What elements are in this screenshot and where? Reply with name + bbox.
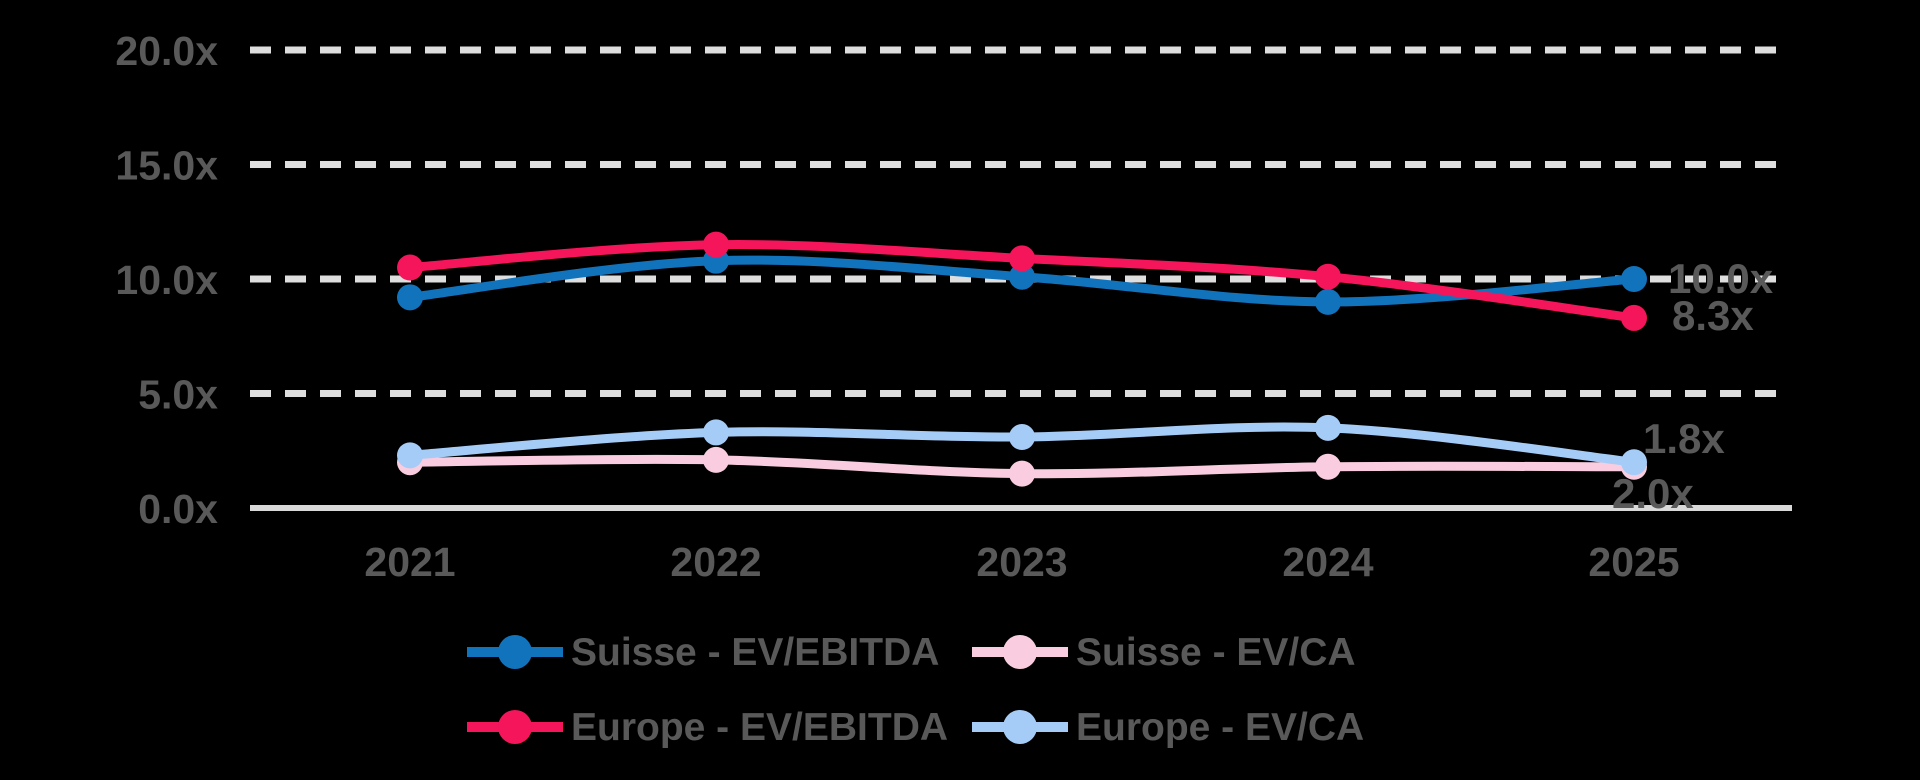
legend-label-europe-ev-ca: Europe - EV/CA [1076, 706, 1364, 749]
y-tick-label: 20.0x [115, 28, 218, 74]
data-point-europe-ev-ebitda-2021 [397, 254, 423, 281]
data-point-europe-ev-ca-2022 [703, 419, 729, 446]
x-tick-label-2023: 2023 [976, 539, 1067, 585]
data-point-suisse-ev-ebitda-2021 [397, 284, 423, 311]
y-tick-label: 10.0x [115, 257, 218, 303]
x-tick-label-2021: 2021 [364, 539, 455, 585]
legend-item-suisse-ev-ebitda: Suisse - EV/EBITDA [467, 631, 939, 674]
x-tick-label-2022: 2022 [670, 539, 761, 585]
data-point-suisse-ev-ca-2022 [703, 446, 729, 473]
data-point-suisse-ev-ca-2023 [1009, 460, 1035, 487]
data-point-europe-ev-ebitda-2024 [1315, 263, 1341, 290]
y-tick-label: 0.0x [138, 486, 218, 532]
end-value-label-suisse-ev-ca: 1.8x [1643, 415, 1725, 462]
legend-label-suisse-ev-ca: Suisse - EV/CA [1076, 631, 1356, 674]
legend-marker-dot-europe-ev-ca [1003, 710, 1037, 744]
data-point-europe-ev-ca-2021 [397, 442, 423, 469]
end-value-label-europe-ev-ca: 2.0x [1612, 470, 1694, 517]
data-point-suisse-ev-ebitda-2024 [1315, 288, 1341, 315]
end-value-label-suisse-ev-ebitda: 10.0x [1668, 255, 1774, 302]
data-point-europe-ev-ca-2023 [1009, 424, 1035, 451]
legend-marker-dot-suisse-ev-ebitda [498, 635, 532, 669]
legend-marker-dot-europe-ev-ebitda [498, 710, 532, 744]
data-point-europe-ev-ebitda-2023 [1009, 245, 1035, 272]
data-point-suisse-ev-ca-2024 [1315, 453, 1341, 480]
legend-marker-dot-suisse-ev-ca [1003, 635, 1037, 669]
x-tick-label-2025: 2025 [1588, 539, 1679, 585]
data-point-europe-ev-ebitda-2025 [1621, 304, 1647, 331]
data-point-europe-ev-ca-2024 [1315, 414, 1341, 441]
end-value-label-europe-ev-ebitda: 8.3x [1672, 292, 1754, 339]
legend-item-europe-ev-ebitda: Europe - EV/EBITDA [467, 706, 948, 749]
x-tick-label-2024: 2024 [1282, 539, 1373, 585]
data-point-suisse-ev-ebitda-2023 [1009, 263, 1035, 290]
data-point-europe-ev-ca-2025 [1621, 449, 1647, 476]
data-point-europe-ev-ebitda-2022 [703, 231, 729, 258]
y-tick-label: 5.0x [138, 372, 218, 418]
data-point-suisse-ev-ebitda-2025 [1621, 266, 1647, 292]
legend-item-suisse-ev-ca: Suisse - EV/CA [972, 631, 1356, 674]
legend-label-europe-ev-ebitda: Europe - EV/EBITDA [571, 706, 948, 749]
legend-item-europe-ev-ca: Europe - EV/CA [972, 706, 1364, 749]
y-tick-label: 15.0x [115, 143, 218, 189]
legend-label-suisse-ev-ebitda: Suisse - EV/EBITDA [571, 631, 939, 674]
